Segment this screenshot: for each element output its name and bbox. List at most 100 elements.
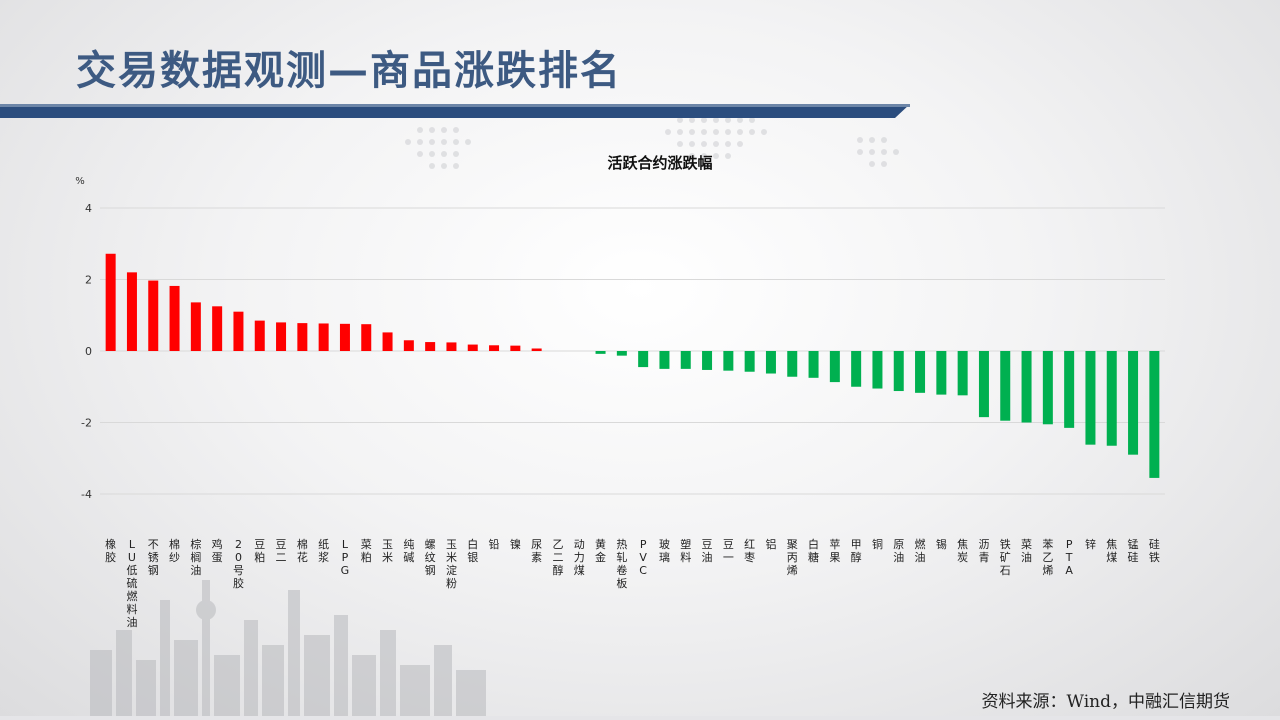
category-label: 棉纱: [169, 537, 180, 564]
category-label: 菜油: [1021, 538, 1032, 564]
bar-26: [638, 351, 649, 368]
bar-20: [510, 345, 521, 351]
bar-4: [169, 285, 180, 351]
category-label: 菜粕: [361, 538, 372, 564]
category-label: 鸡蛋: [212, 537, 223, 564]
category-label: 热轧卷板: [616, 538, 627, 590]
bar-19: [489, 345, 500, 351]
category-label: 铁矿石: [1000, 538, 1011, 577]
category-label: 铝: [765, 537, 776, 551]
category-label: 玉米: [382, 538, 393, 564]
category-label: 苯乙烯: [1042, 537, 1053, 577]
bar-43: [1000, 351, 1011, 421]
bar-6: [212, 306, 223, 351]
bar-36: [851, 351, 862, 387]
bar-50: [1149, 351, 1160, 478]
bar-14: [382, 332, 393, 351]
bar-25: [616, 351, 627, 356]
title-underline-bar: [0, 104, 910, 118]
bar-34: [808, 351, 819, 378]
y-tick-label: 4: [85, 202, 92, 215]
category-label: 甲醇: [851, 538, 862, 564]
category-label: 棕榈油: [190, 537, 201, 577]
bar-7: [233, 311, 244, 351]
bar-8: [254, 320, 265, 351]
category-label: 玉米淀粉: [446, 538, 457, 590]
category-label: 原油: [893, 538, 904, 564]
category-label: 豆二: [276, 538, 287, 564]
category-label: 动力煤: [574, 538, 585, 577]
bar-33: [787, 351, 798, 377]
bar-40: [936, 351, 947, 395]
category-label: 硅铁: [1149, 538, 1160, 564]
bar-29: [702, 351, 713, 370]
y-tick-label: 0: [85, 345, 92, 358]
bar-46: [1064, 351, 1075, 428]
bar-16: [425, 342, 436, 351]
category-label: 白糖: [808, 537, 819, 564]
category-label: 橡胶: [105, 538, 116, 564]
bar-24: [595, 351, 606, 354]
category-label: 聚丙烯: [787, 538, 798, 577]
category-label: 铅: [489, 537, 500, 551]
bar-18: [467, 344, 478, 351]
category-label: 尿素: [531, 538, 542, 564]
bar-41: [957, 351, 968, 396]
category-label: L U 低硫燃料油: [126, 538, 137, 629]
bar-15: [403, 340, 414, 351]
category-label: 塑料: [680, 537, 691, 564]
category-label: 锡: [936, 537, 947, 551]
bar-42: [978, 351, 989, 418]
category-label: 乙二醇: [552, 538, 563, 577]
bar-32: [765, 351, 776, 374]
category-label: 棉花: [297, 537, 308, 564]
category-label: 锰硅: [1128, 537, 1139, 564]
bar-27: [659, 351, 670, 369]
source-note: 资料来源：Wind，中融汇信期货: [981, 692, 1230, 712]
bar-5: [190, 302, 201, 351]
y-tick-label: -4: [81, 488, 92, 501]
bar-17: [446, 342, 457, 351]
bar-31: [744, 351, 755, 372]
category-label: 燃油: [915, 537, 926, 564]
category-label: 豆粕: [254, 538, 265, 564]
category-label: 螺纹钢: [425, 538, 436, 577]
bar-9: [276, 322, 287, 351]
world-map-dots-background: [405, 117, 899, 169]
bar-1: [105, 253, 116, 351]
category-label: 锌: [1085, 537, 1096, 551]
category-label: 纯碱: [403, 538, 414, 564]
category-label: 豆油: [702, 538, 713, 564]
bar-45: [1042, 351, 1053, 425]
bar-30: [723, 351, 734, 371]
bar-28: [680, 351, 691, 369]
category-label: 不锈钢: [148, 538, 159, 577]
bar-3: [148, 280, 159, 351]
bar-35: [829, 351, 840, 383]
bar-48: [1106, 351, 1117, 446]
y-axis-unit-label: %: [75, 176, 85, 187]
bar-39: [915, 351, 926, 393]
y-tick-label: -2: [81, 417, 92, 430]
bar-10: [297, 323, 308, 351]
city-skyline-background: [90, 580, 486, 720]
category-label: 白银: [467, 537, 478, 564]
category-label: 铜: [872, 537, 883, 551]
bar-47: [1085, 351, 1096, 445]
y-tick-label: 2: [85, 274, 92, 287]
bar-21: [531, 348, 542, 351]
category-label: 沥青: [978, 538, 989, 564]
category-label: 玻璃: [659, 538, 670, 564]
chart-title: 活跃合约涨跌幅: [607, 154, 712, 172]
bar-11: [318, 323, 329, 351]
bar-37: [872, 351, 883, 389]
slide-title: 交易数据观测—商品涨跌排名: [76, 48, 622, 94]
footer-divider: [0, 716, 1280, 720]
category-label: 镍: [510, 537, 521, 551]
bar-44: [1021, 351, 1032, 423]
